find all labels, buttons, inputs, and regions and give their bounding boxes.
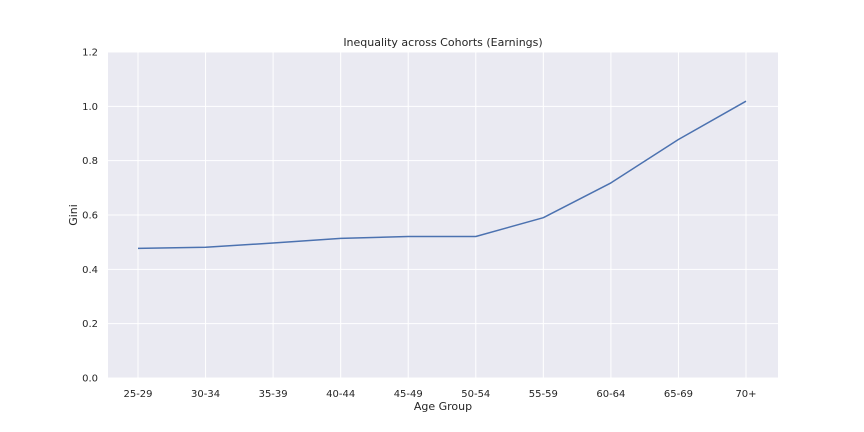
grid: [108, 51, 778, 379]
x-tick-label: 65-69: [664, 389, 693, 400]
series-line: [137, 100, 747, 250]
x-tick-label: 30-34: [191, 389, 220, 400]
x-tick-label: 35-39: [259, 389, 288, 400]
x-tick-label: 70+: [735, 389, 756, 400]
x-tick-labels: 25-29 30-34 35-39 40-44 45-49 50-54 55-59 60-64…: [123, 389, 756, 400]
y-tick-label: 0.0: [82, 374, 98, 385]
x-tick-label: 55-59: [529, 389, 558, 400]
chart-title: Inequality across Cohorts (Earnings): [343, 36, 542, 49]
x-tick-label: 40-44: [326, 389, 355, 400]
y-tick-label: 0.2: [82, 319, 98, 330]
y-tick-label: 1.0: [82, 102, 98, 113]
y-tick-label: 1.2: [82, 48, 98, 59]
x-tick-label: 50-54: [461, 389, 490, 400]
y-axis-label: Gini: [67, 204, 80, 226]
y-tick-label: 0.6: [82, 211, 98, 222]
y-tick-label: 0.8: [82, 156, 98, 167]
x-tick-label: 45-49: [394, 389, 423, 400]
x-tick-label: 25-29: [123, 389, 152, 400]
x-axis-label: Age Group: [414, 400, 472, 413]
series-group: [137, 100, 747, 250]
y-tick-label: 0.4: [82, 265, 98, 276]
y-tick-labels: 0.0 0.2 0.4 0.6 0.8 1.0 1.2: [82, 48, 98, 385]
x-tick-label: 60-64: [596, 389, 625, 400]
